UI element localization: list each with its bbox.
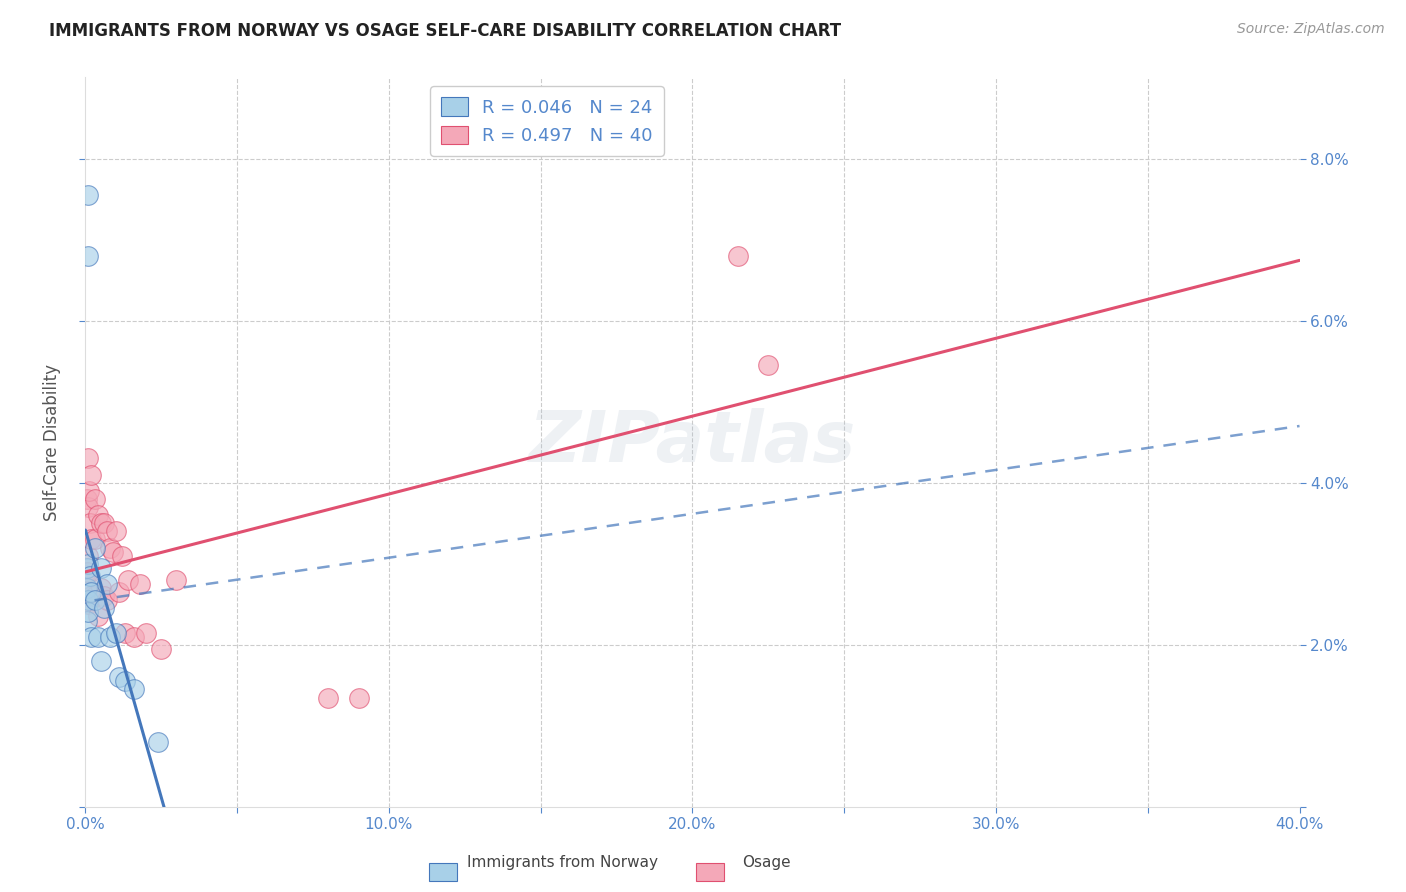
Point — [104, 625, 127, 640]
Point — [77, 565, 100, 579]
Point — [347, 690, 370, 705]
Point — [98, 630, 121, 644]
Point — [77, 451, 100, 466]
Point — [111, 549, 134, 563]
Point — [93, 601, 115, 615]
Point — [122, 682, 145, 697]
Point — [114, 674, 136, 689]
Point — [148, 735, 170, 749]
Point — [76, 585, 98, 599]
Text: Source: ZipAtlas.com: Source: ZipAtlas.com — [1237, 22, 1385, 37]
Point — [76, 581, 98, 595]
Point — [114, 625, 136, 640]
Point — [76, 549, 98, 563]
Point — [77, 606, 100, 620]
Point — [79, 516, 101, 531]
Point — [83, 589, 105, 603]
Point — [98, 541, 121, 555]
Y-axis label: Self-Care Disability: Self-Care Disability — [44, 364, 60, 521]
Point — [129, 577, 152, 591]
Point — [90, 654, 112, 668]
Point — [101, 544, 124, 558]
Point — [76, 249, 98, 263]
Point — [76, 561, 98, 575]
Point — [93, 589, 115, 603]
Point — [135, 625, 157, 640]
Point — [79, 569, 101, 583]
Point — [117, 573, 139, 587]
Point — [86, 609, 108, 624]
Point — [77, 483, 100, 498]
Point — [77, 500, 100, 514]
Point — [76, 491, 98, 506]
Point — [80, 533, 103, 547]
Point — [80, 630, 103, 644]
Point — [76, 598, 98, 612]
Text: IMMIGRANTS FROM NORWAY VS OSAGE SELF-CARE DISABILITY CORRELATION CHART: IMMIGRANTS FROM NORWAY VS OSAGE SELF-CAR… — [49, 22, 841, 40]
Point — [96, 577, 118, 591]
Point — [90, 561, 112, 575]
Point — [104, 524, 127, 539]
Point — [108, 585, 131, 599]
Point — [75, 565, 97, 579]
Point — [86, 508, 108, 523]
Text: Osage: Osage — [742, 855, 790, 870]
Point — [93, 516, 115, 531]
Point — [166, 573, 188, 587]
Point — [77, 593, 100, 607]
Point — [80, 585, 103, 599]
Point — [86, 630, 108, 644]
Text: Immigrants from Norway: Immigrants from Norway — [467, 855, 658, 870]
Point — [727, 249, 749, 263]
Legend: R = 0.046   N = 24, R = 0.497   N = 40: R = 0.046 N = 24, R = 0.497 N = 40 — [430, 87, 664, 156]
Point — [108, 670, 131, 684]
Point — [77, 557, 100, 571]
Point — [122, 630, 145, 644]
Point — [76, 188, 98, 202]
Point — [96, 593, 118, 607]
Point — [756, 358, 779, 372]
Point — [80, 589, 103, 603]
Point — [83, 593, 105, 607]
Point — [90, 516, 112, 531]
Point — [316, 690, 339, 705]
Point — [83, 533, 105, 547]
Point — [76, 614, 98, 628]
Point — [83, 491, 105, 506]
Point — [83, 541, 105, 555]
Point — [96, 524, 118, 539]
Text: ZIPatlas: ZIPatlas — [529, 408, 856, 476]
Point — [90, 581, 112, 595]
Point — [150, 641, 173, 656]
Point — [80, 467, 103, 482]
